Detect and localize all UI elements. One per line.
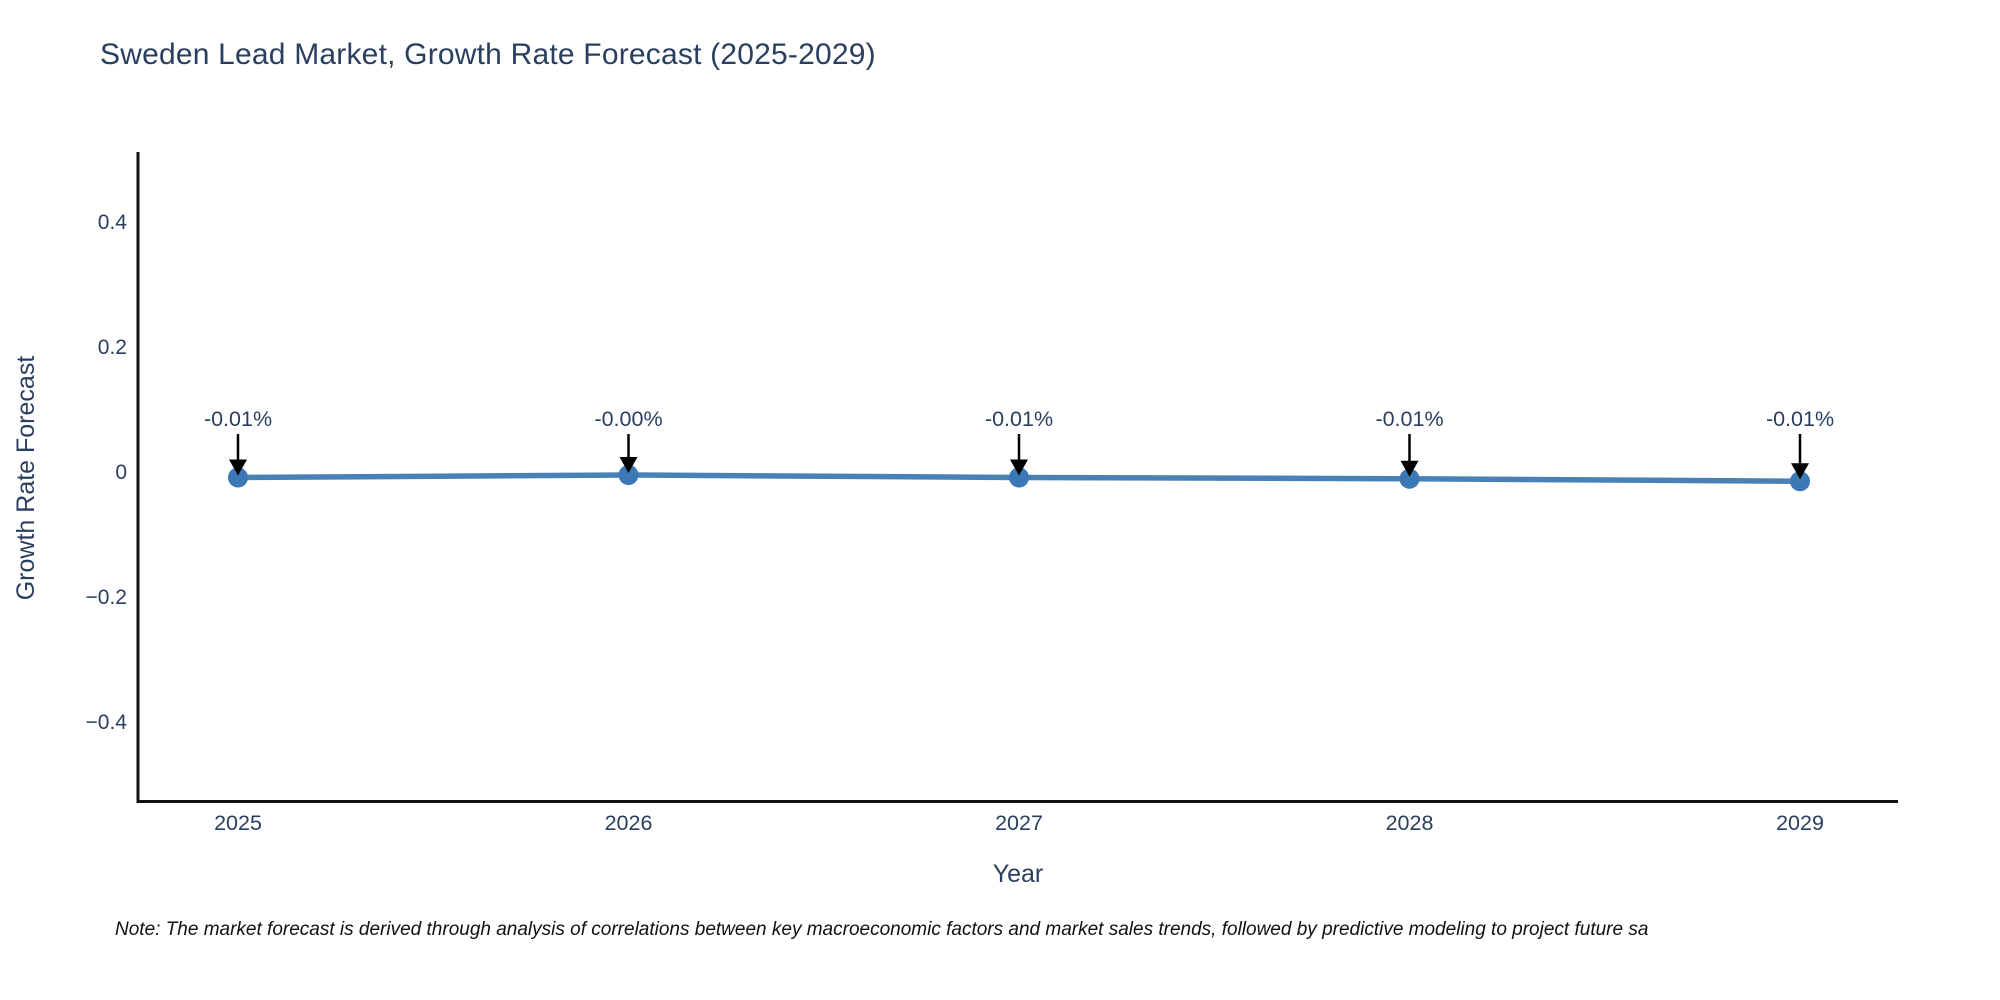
annotation-label: -0.01%: [1375, 407, 1443, 431]
annotation-arrowhead: [619, 457, 638, 473]
x-tick-label: 2029: [1776, 811, 1824, 835]
x-tick-label: 2027: [995, 811, 1043, 835]
y-tick-label: −0.4: [86, 711, 128, 734]
annotation-label: -0.01%: [204, 407, 272, 431]
data-point[interactable]: [1790, 471, 1810, 492]
annotation-label: -0.01%: [985, 407, 1053, 431]
chart-title: Sweden Lead Market, Growth Rate Forecast…: [100, 38, 876, 71]
data-point[interactable]: [1009, 467, 1029, 488]
y-tick-label: −0.2: [86, 586, 127, 609]
annotation-arrowhead: [1791, 463, 1809, 480]
x-tick-label: 2025: [214, 811, 262, 835]
x-tick-label: 2028: [1386, 811, 1434, 835]
x-tick-label: 2026: [605, 811, 653, 835]
x-axis-title: Year: [992, 860, 1044, 888]
data-point[interactable]: [228, 467, 248, 488]
annotation-arrowhead: [229, 459, 247, 476]
y-axis-title: Growth Rate Forecast: [12, 355, 40, 601]
y-tick-label: 0: [115, 461, 127, 484]
footnote: Note: The market forecast is derived thr…: [115, 919, 1649, 940]
data-point[interactable]: [618, 465, 639, 485]
annotation-label: -0.01%: [1766, 407, 1834, 431]
annotation-arrowhead: [1010, 459, 1028, 476]
annotation-label: -0.00%: [594, 407, 662, 431]
y-tick-label: 0.4: [98, 211, 128, 234]
data-point[interactable]: [1399, 468, 1420, 489]
y-tick-label: 0.2: [98, 336, 127, 359]
annotation-arrowhead: [1400, 460, 1419, 477]
